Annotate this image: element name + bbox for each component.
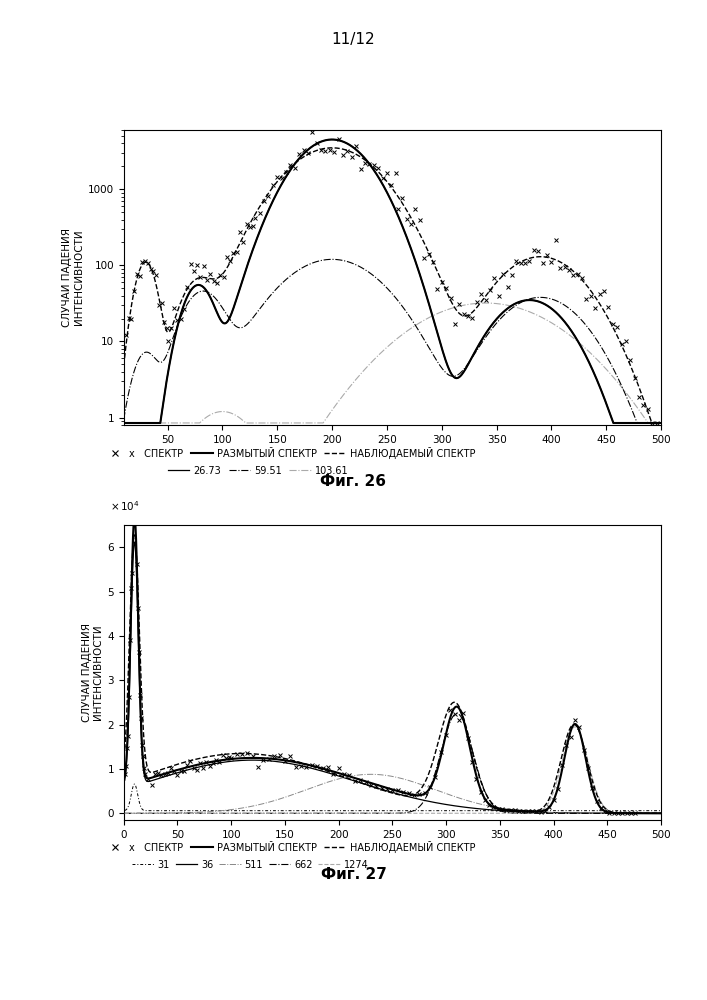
Y-axis label: СЛУЧАИ ПАДЕНИЯ
ИНТЕНСИВНОСТИ: СЛУЧАИ ПАДЕНИЯ ИНТЕНСИВНОСТИ [62,228,83,327]
Legend: x   СПЕКТР, РАЗМЫТЫЙ СПЕКТР, НАБЛЮДАЕМЫЙ СПЕКТР: x СПЕКТР, РАЗМЫТЫЙ СПЕКТР, НАБЛЮДАЕМЫЙ С… [100,837,479,857]
Text: $\times\,10^4$: $\times\,10^4$ [110,499,140,513]
Legend: x   СПЕКТР, РАЗМЫТЫЙ СПЕКТР, НАБЛЮДАЕМЫЙ СПЕКТР: x СПЕКТР, РАЗМЫТЫЙ СПЕКТР, НАБЛЮДАЕМЫЙ С… [100,443,479,463]
Legend: 26.73, 59.51, 103.61: 26.73, 59.51, 103.61 [164,462,352,480]
Legend: 31, 36, 511, 662, 1274: 31, 36, 511, 662, 1274 [129,856,373,874]
Text: 11/12: 11/12 [332,32,375,47]
Text: Фиг. 26: Фиг. 26 [320,474,387,489]
Text: Фиг. 27: Фиг. 27 [320,867,387,882]
Y-axis label: СЛУЧАИ ПАДЕНИЯ
ИНТЕНСИВНОСТИ: СЛУЧАИ ПАДЕНИЯ ИНТЕНСИВНОСТИ [81,623,103,722]
